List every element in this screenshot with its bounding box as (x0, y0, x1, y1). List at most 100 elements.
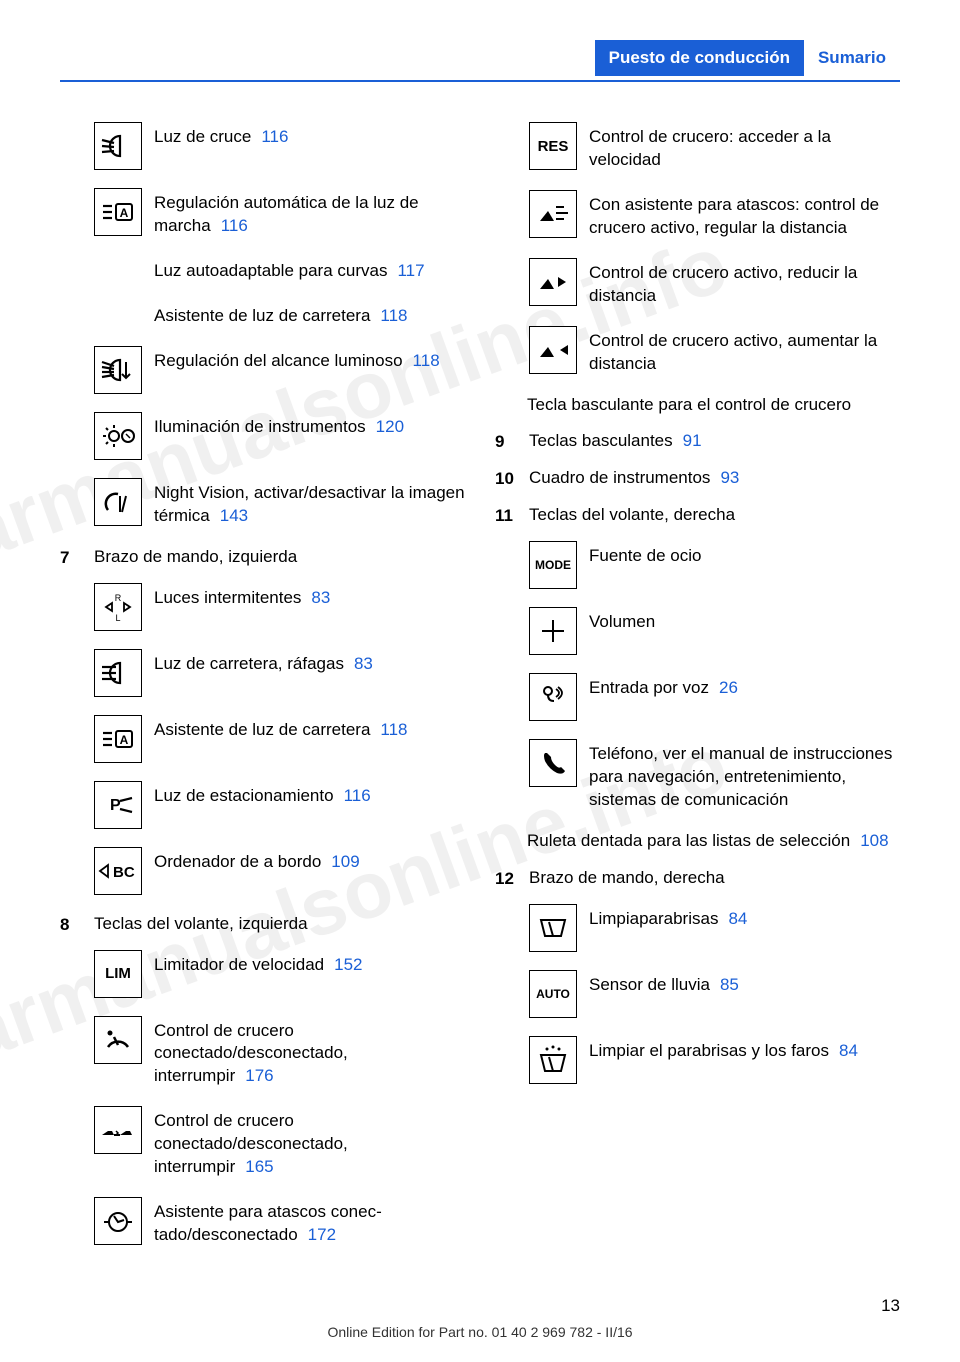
item-text: Sensor de lluvia (589, 975, 710, 994)
page-link[interactable]: 116 (344, 786, 371, 805)
svg-text:L: L (115, 613, 120, 623)
item-row: P Luz de estacionamiento116 (60, 781, 465, 829)
section-number: 12 (495, 867, 517, 890)
section-number: 10 (495, 467, 517, 490)
item-row: A Asistente de luz de carretera 118 (60, 715, 465, 763)
right-column: RES Control de crucero: acceder a la vel… (495, 122, 900, 1265)
item-text: Iluminación de instrumen­tos (154, 417, 366, 436)
headlight-range-icon (94, 346, 142, 394)
page-link[interactable]: 118 (413, 351, 440, 370)
page-link[interactable]: 117 (397, 261, 424, 280)
section-number: 8 (60, 913, 82, 936)
page-link[interactable]: 118 (380, 306, 407, 325)
section-title: Teclas del volante, derecha (529, 504, 735, 527)
svg-text:R: R (115, 593, 122, 603)
item-text: Control de crucero: acceder a la velocid… (589, 127, 831, 169)
page-header: Puesto de conducción Sumario (60, 40, 900, 76)
page-link[interactable]: 91 (683, 431, 702, 450)
item-row: Luz autoadaptable para cur­vas 117 (60, 256, 465, 283)
res-icon: RES (529, 122, 577, 170)
item-text: Fuente de ocio (589, 546, 701, 565)
rocker-note: Tecla basculante para el control de cruc… (527, 394, 900, 417)
item-text: Volumen (589, 612, 655, 631)
acc-icon (94, 1106, 142, 1154)
item-row: Con asistente para atascos: con­trol de … (495, 190, 900, 240)
low-beam-icon (94, 122, 142, 170)
item-row: Volumen (495, 607, 900, 655)
item-text: Luces intermitentes (154, 588, 301, 607)
item-text: Luz de cruce (154, 127, 251, 146)
item-row: Iluminación de instrumen­tos 120 (60, 412, 465, 460)
page-link[interactable]: 176 (245, 1066, 273, 1085)
header-rule (60, 80, 900, 82)
page-link[interactable]: 120 (376, 417, 404, 436)
item-row: A Regulación automática de la luz de mar… (60, 188, 465, 238)
item-row: LIM Limitador de velocidad152 (60, 950, 465, 998)
line-10: 10 Cuadro de instrumentos 93 (495, 467, 900, 490)
section-title: Brazo de mando, derecha (529, 867, 725, 890)
item-text: Regulación del alcance lumi­noso (154, 351, 403, 370)
page-link[interactable]: 118 (380, 720, 407, 739)
item-row: RL Luces intermitentes 83 (60, 583, 465, 631)
page-link[interactable]: 116 (221, 216, 248, 235)
high-beam-icon (94, 649, 142, 697)
svg-text:BC: BC (113, 864, 135, 881)
edition-footer: Online Edition for Part no. 01 40 2 969 … (0, 1324, 960, 1340)
instrument-light-icon (94, 412, 142, 460)
page-link[interactable]: 83 (311, 588, 330, 607)
item-row: Entrada por voz 26 (495, 673, 900, 721)
page-link[interactable]: 165 (245, 1157, 273, 1176)
item-row: Luz de carretera, ráfagas83 (60, 649, 465, 697)
section-number: 11 (495, 504, 517, 527)
page-link[interactable]: 108 (860, 831, 888, 850)
page-link[interactable]: 93 (720, 468, 739, 487)
left-column: Luz de cruce 116 A Regulación automática … (60, 122, 465, 1265)
content-columns: Luz de cruce 116 A Regulación automática … (60, 122, 900, 1265)
page-link[interactable]: 109 (331, 852, 359, 871)
turn-signal-icon: RL (94, 583, 142, 631)
item-row: Limpiar el parabrisas y los fa­ros84 (495, 1036, 900, 1084)
auto-wiper-icon: AUTO (529, 970, 577, 1018)
volume-plus-icon (529, 607, 577, 655)
svg-text:A: A (120, 733, 129, 747)
page-link[interactable]: 83 (354, 654, 373, 673)
item-row: AUTO Sensor de lluvia 85 (495, 970, 900, 1018)
page-link[interactable]: 84 (728, 909, 747, 928)
page-link[interactable]: 85 (720, 975, 739, 994)
item-text: Asistente de luz de carre­tera (154, 306, 370, 325)
night-vision-icon (94, 478, 142, 526)
section-number: 9 (495, 430, 517, 453)
item-text: Luz autoadaptable para cur­vas (154, 261, 387, 280)
parking-light-icon: P (94, 781, 142, 829)
item-row: Night Vision, activar/desactivar la imag… (60, 478, 465, 528)
item-row: Luz de cruce 116 (60, 122, 465, 170)
item-row: Asistente para atascos conec­tado/descon… (60, 1197, 465, 1247)
page-link[interactable]: 143 (220, 506, 248, 525)
page-link[interactable]: 172 (308, 1225, 336, 1244)
item-text: Regulación automática de la luz de march… (154, 193, 419, 235)
page-link[interactable]: 116 (261, 127, 288, 146)
item-text: Entrada por voz (589, 678, 709, 697)
manual-page: Puesto de conducción Sumario Luz de cruc… (0, 0, 960, 1362)
auto-light-icon: A (94, 188, 142, 236)
item-text: Cuadro de instrumentos (529, 468, 710, 487)
page-link[interactable]: 84 (839, 1041, 858, 1060)
line-9: 9 Teclas basculantes91 (495, 430, 900, 453)
page-link[interactable]: 152 (334, 955, 362, 974)
item-text: Control de crucero activo, au­mentar la … (589, 331, 877, 373)
page-link[interactable]: 26 (719, 678, 738, 697)
distance-decrease-icon (529, 258, 577, 306)
svg-text:A: A (120, 206, 129, 220)
item-text: Asistente para atascos conec­tado/descon… (154, 1202, 382, 1244)
item-row: Control de crucero activo, reducir la di… (495, 258, 900, 308)
section-8-heading: 8 Teclas del volante, izquierda (60, 913, 465, 936)
auto-light-icon: A (94, 715, 142, 763)
lim-icon: LIM (94, 950, 142, 998)
item-text: Con asistente para atascos: con­trol de … (589, 195, 879, 237)
section-7-heading: 7 Brazo de mando, izquierda (60, 546, 465, 569)
item-text: Asistente de luz de carretera (154, 720, 370, 739)
voice-input-icon (529, 673, 577, 721)
item-row: Control de crucero conectado/desconectad… (60, 1106, 465, 1179)
item-text: Control de crucero activo, reducir la di… (589, 263, 857, 305)
item-row: Regulación del alcance lumi­noso 118 (60, 346, 465, 394)
